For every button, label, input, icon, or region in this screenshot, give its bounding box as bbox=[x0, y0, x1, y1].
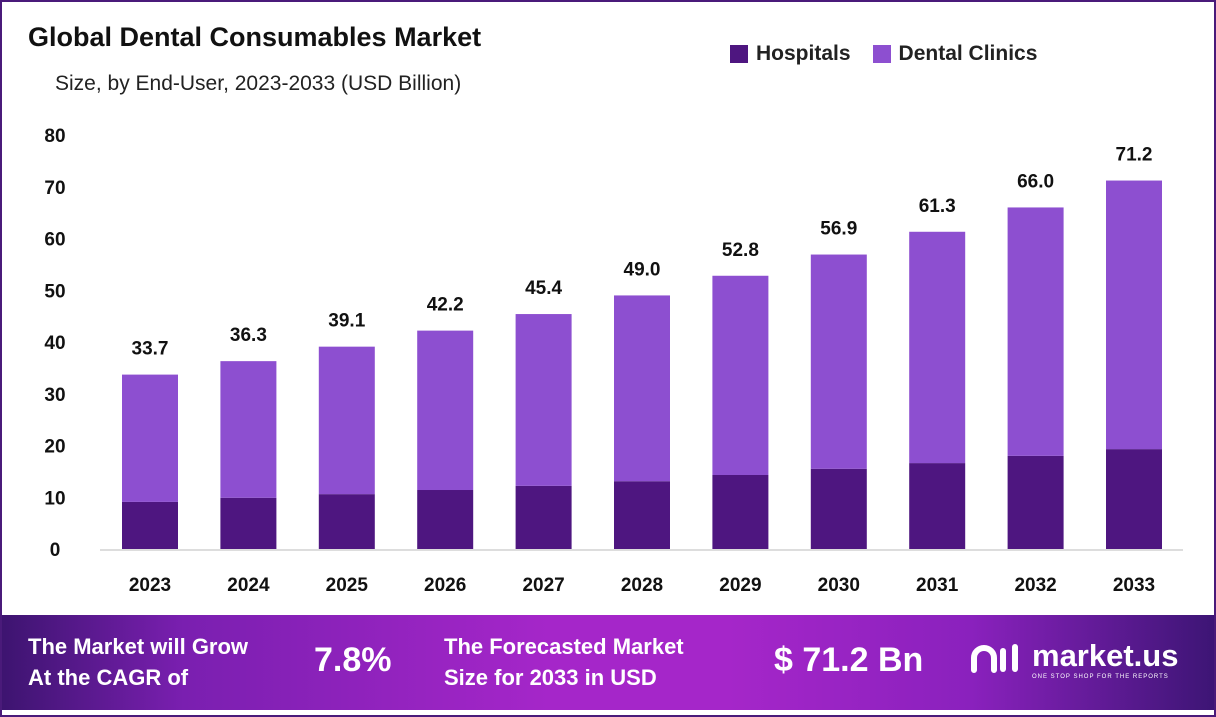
bar-hospitals bbox=[1007, 455, 1064, 549]
bar-hospitals bbox=[122, 501, 178, 549]
logo-tagline: ONE STOP SHOP FOR THE REPORTS bbox=[1032, 674, 1169, 680]
legend-swatch bbox=[872, 45, 891, 63]
total-label: 49.0 bbox=[624, 259, 661, 280]
y-tick-label: 0 bbox=[50, 540, 61, 561]
market-us-logo: market.us ONE STOP SHOP FOR THE REPORTS bbox=[970, 639, 1178, 681]
bar-dental-clinics bbox=[614, 295, 670, 482]
x-tick-label: 2027 bbox=[522, 575, 564, 596]
bar-dental-clinics bbox=[810, 254, 867, 469]
x-tick-label: 2033 bbox=[1113, 575, 1155, 596]
x-tick-label: 2028 bbox=[621, 575, 663, 596]
legend-label: Dental Clinics bbox=[898, 42, 1038, 65]
total-label: 56.9 bbox=[820, 219, 857, 240]
legend-swatch bbox=[730, 45, 748, 63]
bar-hospitals bbox=[1106, 449, 1162, 549]
bar-hospitals bbox=[712, 474, 769, 549]
total-label: 61.3 bbox=[919, 196, 956, 217]
total-label: 36.3 bbox=[230, 325, 267, 346]
x-tick-label: 2023 bbox=[129, 575, 171, 596]
bar-hospitals bbox=[810, 468, 867, 549]
legend-item-hospitals: Hospitals bbox=[730, 42, 851, 66]
total-label: 33.7 bbox=[132, 339, 169, 360]
bar-dental-clinics bbox=[515, 314, 572, 486]
total-label: 66.0 bbox=[1017, 171, 1054, 192]
logo-icon bbox=[971, 644, 1018, 673]
y-tick-label: 70 bbox=[44, 178, 65, 199]
y-tick-label: 60 bbox=[44, 230, 65, 251]
x-tick-label: 2025 bbox=[326, 575, 369, 596]
summary-banner: The Market will Grow At the CAGR of 7.8% … bbox=[2, 615, 1214, 710]
chart-subtitle: Size, by End-User, 2023-2033 (USD Billio… bbox=[55, 72, 462, 95]
forecast-label: The Forecasted Market Size for 2033 in US… bbox=[444, 631, 744, 693]
bar-dental-clinics bbox=[909, 231, 966, 464]
bar-hospitals bbox=[417, 490, 474, 549]
total-label: 71.2 bbox=[1116, 145, 1153, 166]
legend-item-dental-clinics: Dental Clinics bbox=[872, 42, 1038, 66]
bar-hospitals bbox=[909, 463, 966, 549]
y-tick-label: 30 bbox=[44, 385, 65, 406]
bar-hospitals bbox=[614, 481, 670, 549]
x-tick-label: 2030 bbox=[818, 575, 860, 596]
y-tick-label: 10 bbox=[44, 488, 65, 509]
bar-dental-clinics bbox=[1007, 207, 1064, 456]
chart-title: Global Dental Consumables Market bbox=[28, 22, 482, 52]
cagr-label: The Market will Grow At the CAGR of bbox=[28, 631, 298, 693]
legend: Hospitals Dental Clinics bbox=[730, 42, 1037, 66]
logo-name: market.us bbox=[1032, 638, 1179, 673]
total-label: 39.1 bbox=[328, 311, 365, 332]
forecast-label-line: Size for 2033 in USD bbox=[444, 665, 657, 690]
y-tick-label: 80 bbox=[44, 126, 65, 147]
bar-hospitals bbox=[220, 497, 277, 549]
total-label: 45.4 bbox=[525, 278, 562, 299]
y-tick-label: 20 bbox=[44, 437, 65, 458]
cagr-label-line: The Market will Grow bbox=[28, 634, 249, 659]
total-label: 52.8 bbox=[722, 240, 759, 261]
bar-dental-clinics bbox=[318, 346, 375, 495]
bar-dental-clinics bbox=[712, 275, 769, 475]
y-tick-label: 50 bbox=[44, 281, 65, 302]
bar-chart: 0102030405060708033.7202336.3202439.1202… bbox=[44, 126, 1183, 596]
x-tick-label: 2026 bbox=[424, 575, 466, 596]
bar-dental-clinics bbox=[122, 374, 178, 502]
total-label: 42.2 bbox=[427, 295, 464, 316]
x-tick-label: 2024 bbox=[227, 575, 270, 596]
bar-dental-clinics bbox=[417, 330, 474, 491]
y-tick-label: 40 bbox=[44, 333, 65, 354]
cagr-value: 7.8% bbox=[314, 641, 392, 679]
x-tick-label: 2029 bbox=[719, 575, 761, 596]
forecast-value: $ 71.2 Bn bbox=[774, 641, 924, 679]
bar-dental-clinics bbox=[1106, 180, 1162, 450]
x-tick-label: 2031 bbox=[916, 575, 959, 596]
cagr-label-line: At the CAGR of bbox=[28, 665, 189, 690]
bar-hospitals bbox=[515, 485, 572, 549]
x-tick-label: 2032 bbox=[1014, 575, 1056, 596]
bar-hospitals bbox=[318, 494, 375, 549]
forecast-label-line: The Forecasted Market bbox=[444, 634, 684, 659]
legend-label: Hospitals bbox=[756, 42, 851, 65]
bar-dental-clinics bbox=[220, 361, 277, 498]
